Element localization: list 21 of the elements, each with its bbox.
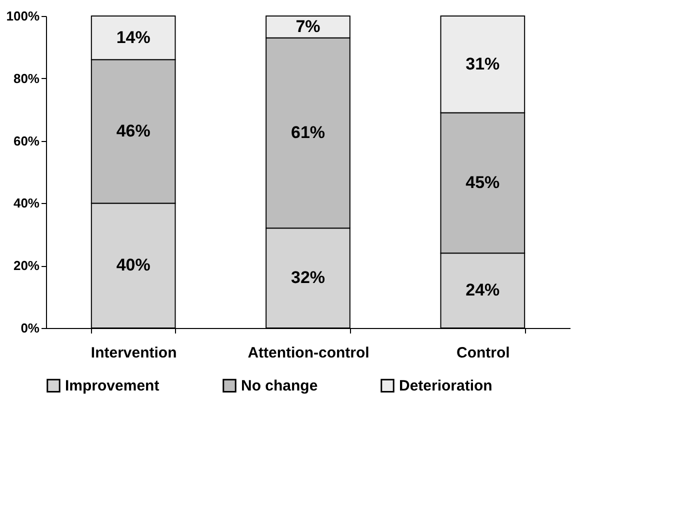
data-label: 45% [466,172,500,192]
y-tick-label: 0% [20,320,40,336]
data-label: 61% [290,123,326,142]
legend-label: Improvement [65,378,160,395]
y-tick-label: 40% [13,196,40,211]
y-tick-label: 60% [13,133,40,148]
y-tick-label: 80% [13,70,40,86]
y-tick-label: 20% [13,258,40,274]
legend-label: No change [241,378,318,395]
x-tick-label: Intervention [90,344,177,362]
data-label: 46% [116,121,150,140]
data-label: 24% [466,280,500,300]
x-tick-label: Control [456,344,510,362]
data-label: 7% [296,16,320,36]
legend-label: Deterioration [399,378,492,395]
data-label: 40% [116,256,150,275]
data-label: 14% [116,28,150,47]
data-label: 32% [290,268,326,288]
data-label: 31% [466,54,500,74]
x-tick-label: Attention-control [248,344,370,362]
y-tick-label: 100% [6,8,40,24]
